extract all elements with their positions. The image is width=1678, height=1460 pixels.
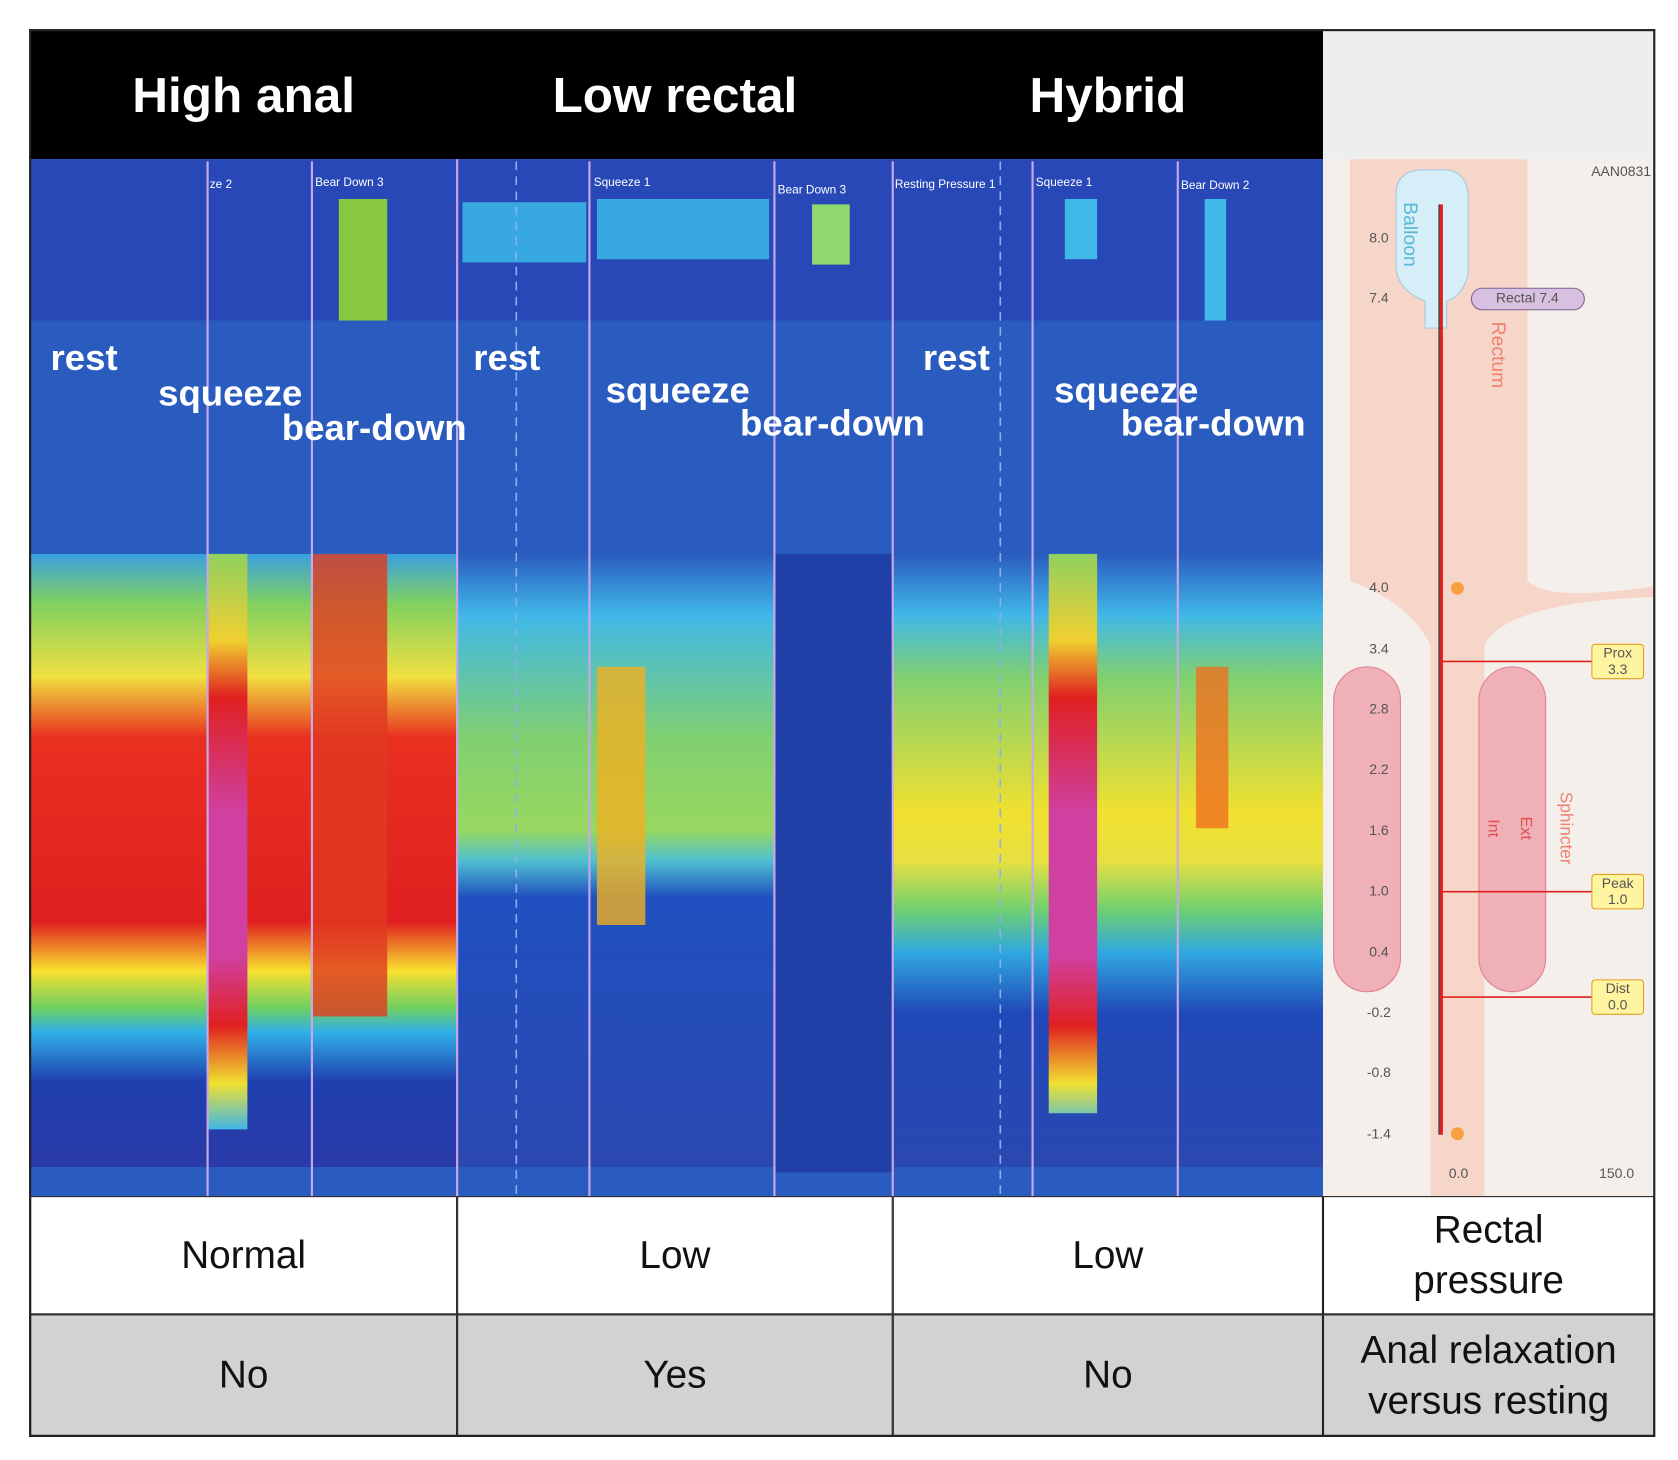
phase-label: rest (923, 337, 990, 378)
scale-label: -0.8 (1367, 1064, 1391, 1080)
table-cell: No (892, 1314, 1323, 1436)
segment-label: ze 2 (210, 177, 232, 191)
scale-label: 1.6 (1369, 822, 1389, 838)
segment-label: Bear Down 3 (778, 183, 847, 197)
rectum-label: Rectum (1487, 322, 1509, 389)
ext-label: Ext (1517, 817, 1535, 841)
table-cell: Normal (30, 1196, 458, 1315)
heat-column (207, 553, 248, 1130)
heat-column (596, 666, 646, 926)
sphincter-shape (1478, 666, 1547, 993)
scale-label: 7.4 (1369, 290, 1389, 306)
phase-label: rest (473, 337, 540, 378)
heat-column (812, 204, 850, 265)
header-band (30, 30, 1323, 160)
table-cell: No (30, 1314, 458, 1436)
diagram-id: AAN0831 (1591, 163, 1651, 179)
marker-dot (1450, 1127, 1464, 1141)
phase-label: squeeze (1054, 369, 1198, 410)
header: Low rectal (552, 66, 798, 123)
heatmap (892, 553, 1323, 1168)
scale-label: 8.0 (1369, 229, 1389, 245)
segment-label: Squeeze 1 (594, 175, 651, 189)
scale-label: 2.8 (1369, 701, 1389, 717)
heat-column (311, 553, 388, 1017)
table-cell: Anal relaxation versus resting (1322, 1314, 1655, 1436)
heat-column (1196, 666, 1229, 829)
rectal-box (1470, 287, 1585, 311)
dashed-lines (515, 161, 1002, 1197)
marker-value: 0.0 (1608, 996, 1628, 1012)
marker-value: 3.3 (1608, 661, 1628, 677)
frame (29, 29, 1656, 1438)
scale-label: -0.2 (1367, 1004, 1391, 1020)
header-blank (1322, 30, 1655, 160)
int-label: Int (1485, 819, 1503, 837)
table-cell: Low (892, 1196, 1323, 1315)
marker-dot (1450, 581, 1464, 595)
segment-label: Bear Down 3 (315, 175, 384, 189)
x-label: 150.0 (1599, 1165, 1634, 1181)
phase-label: rest (51, 337, 118, 378)
table-cell: Yes (457, 1314, 893, 1436)
scale-label: 3.4 (1369, 640, 1389, 656)
heat-column (1048, 553, 1098, 1114)
x-label: 0.0 (1449, 1165, 1469, 1181)
scale-label: 2.2 (1369, 761, 1389, 777)
marker-label: Dist (1606, 980, 1630, 996)
marker-box (1591, 873, 1645, 910)
diagram-scale: 8.0 7.4 4.0 3.4 2.8 2.2 1.6 1.0 0.4 -0.2 -0.8 -1.4 (1367, 229, 1391, 1141)
rectum-shape (1349, 159, 1655, 1197)
marker-label: Peak (1602, 875, 1634, 891)
scale-label: 0.4 (1369, 944, 1389, 960)
heat-column (1204, 198, 1227, 321)
segment-label: Resting Pressure 1 (895, 177, 996, 191)
marker-box (1591, 979, 1645, 1015)
phase-label: bear-down (740, 403, 925, 444)
header: Hybrid (1029, 66, 1187, 123)
sphincter-label: Sphincter (1556, 792, 1576, 865)
balloon-shape (1395, 169, 1469, 329)
scale-label: -1.4 (1367, 1125, 1391, 1141)
segment-label: Squeeze 1 (1036, 175, 1093, 189)
table-cell: Rectal pressure (1322, 1196, 1655, 1315)
header: High anal (132, 66, 355, 123)
heatmap (774, 553, 893, 1173)
phase-label: bear-down (282, 407, 467, 448)
phase-label: bear-down (1121, 403, 1306, 444)
segment-label: Bear Down 2 (1181, 178, 1249, 192)
table-cell: Low (457, 1196, 893, 1315)
marker-label: Prox (1603, 645, 1632, 661)
row-shade (30, 1314, 1655, 1436)
heat-column (462, 202, 587, 263)
phase-label: squeeze (606, 369, 750, 410)
marker-value: 1.0 (1608, 891, 1628, 907)
marker-box (1591, 643, 1645, 680)
scale-label: 1.0 (1369, 882, 1389, 898)
scale-label: 4.0 (1369, 579, 1389, 595)
marker-lines (1441, 660, 1592, 998)
heat-column (1064, 198, 1098, 260)
balloon-label: Balloon (1399, 202, 1421, 267)
heat-column (338, 198, 388, 321)
heat-column (596, 198, 770, 260)
sphincter-shape (1333, 666, 1401, 993)
phase-label: squeeze (158, 372, 302, 413)
dividers (206, 159, 1179, 1197)
rectal-label: Rectal 7.4 (1496, 290, 1559, 306)
